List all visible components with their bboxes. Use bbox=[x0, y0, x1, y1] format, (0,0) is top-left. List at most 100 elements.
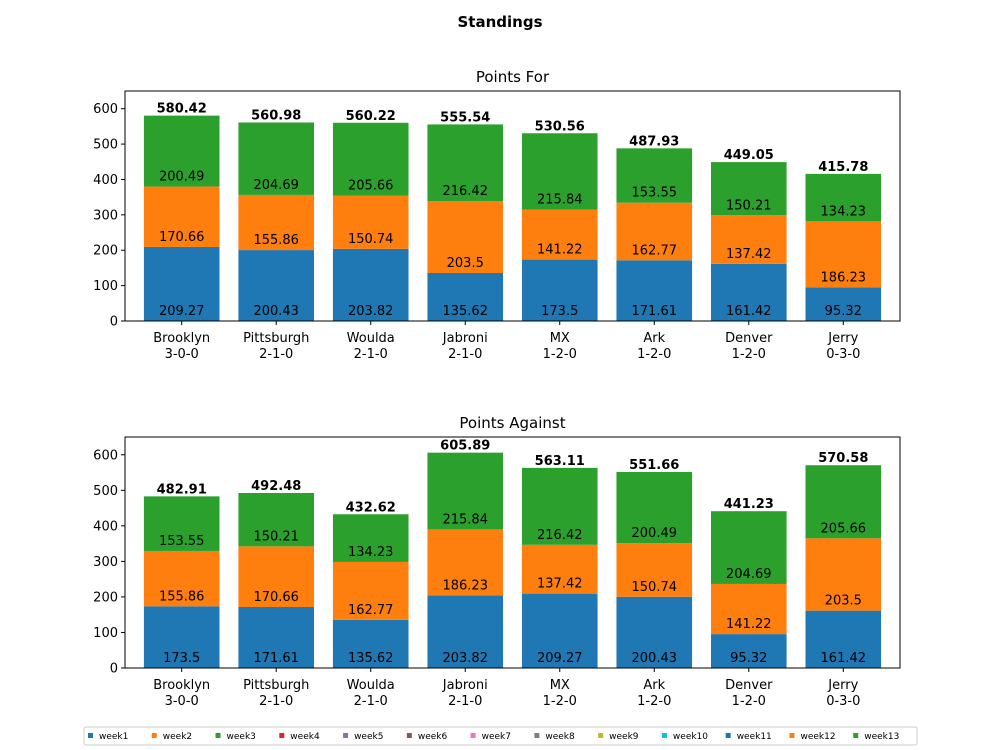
points-against-segment-label: 171.61 bbox=[253, 651, 299, 666]
points-against-bar-week2 bbox=[427, 529, 504, 596]
points-against-bar-week2 bbox=[616, 543, 693, 597]
points-for-segment-label: 173.5 bbox=[541, 304, 578, 319]
points-for-bar-week1 bbox=[143, 246, 220, 321]
points-against-bar-week2 bbox=[143, 550, 220, 607]
points-against-bar-week3 bbox=[616, 471, 693, 544]
points-for-segment-label: 200.49 bbox=[159, 170, 205, 185]
points-for-segment-label: 216.42 bbox=[442, 184, 488, 199]
points-against-segment-label: 215.84 bbox=[442, 512, 488, 527]
points-against-bar-week1 bbox=[616, 596, 693, 668]
points-for-bar-week3 bbox=[616, 148, 693, 203]
points-for-bar-week2 bbox=[805, 221, 882, 288]
points-against-segment-label: 205.66 bbox=[821, 521, 867, 536]
figure-title: Standings bbox=[458, 13, 543, 31]
points-against-total-label: 492.48 bbox=[251, 479, 301, 494]
points-against-segment-label: 170.66 bbox=[253, 590, 299, 605]
points-against-ytick-label: 400 bbox=[93, 519, 118, 534]
points-against-bar-week2 bbox=[521, 544, 598, 594]
points-for-ytick-label: 0 bbox=[110, 315, 118, 330]
points-against-bar-week3 bbox=[805, 465, 882, 539]
points-for-xtick-label: MX 1-2-0 bbox=[543, 331, 577, 362]
points-against-bar-week3 bbox=[521, 467, 598, 545]
points-for-segment-label: 209.27 bbox=[159, 304, 205, 319]
points-for-segment-label: 203.82 bbox=[348, 304, 394, 319]
points-for-segment-label: 186.23 bbox=[821, 270, 867, 285]
points-for-bar-week1 bbox=[332, 248, 409, 321]
points-for-segment-label: 153.55 bbox=[632, 186, 678, 201]
points-for-bar-week2 bbox=[143, 186, 220, 247]
points-for-bar-week2 bbox=[427, 201, 504, 274]
points-against-xtick-label: Jerry 0-3-0 bbox=[826, 678, 860, 709]
points-for-segment-label: 161.42 bbox=[726, 304, 772, 319]
points-for-panel: Points For 209.27 170.66 200.49 580.42 200.43… bbox=[93, 68, 901, 362]
points-for-xtick-label: Jabroni 2-1-0 bbox=[442, 331, 488, 362]
points-against-total-label: 605.89 bbox=[440, 439, 490, 454]
points-for-bar-week2 bbox=[332, 195, 409, 249]
points-against-segment-label: 162.77 bbox=[348, 603, 394, 618]
points-against-segment-label: 95.32 bbox=[730, 651, 767, 666]
points-for-segment-label: 155.86 bbox=[253, 233, 299, 248]
points-against-total-label: 570.58 bbox=[818, 451, 868, 466]
points-for-xtick-label: Denver 1-2-0 bbox=[725, 331, 773, 362]
points-against-bar-week3 bbox=[710, 511, 787, 584]
points-for-ytick-label: 500 bbox=[93, 138, 118, 153]
points-for-bar-week1 bbox=[710, 263, 787, 321]
legend-label-week13: week13 bbox=[864, 732, 899, 742]
points-for-segment-label: 200.43 bbox=[253, 304, 299, 319]
points-against-segment-label: 203.82 bbox=[442, 651, 488, 666]
points-for-segment-label: 150.21 bbox=[726, 198, 772, 213]
points-for-segment-label: 135.62 bbox=[442, 304, 488, 319]
points-against-panel: Points Against 173.5 155.86 153.55 482.91 171… bbox=[93, 414, 901, 709]
points-against-xtick-label: Brooklyn 3-0-0 bbox=[153, 678, 210, 709]
legend-box bbox=[83, 726, 918, 746]
legend-swatch-week6 bbox=[406, 733, 412, 738]
points-against-axes-frame bbox=[124, 436, 901, 669]
points-against-segment-label: 161.42 bbox=[821, 651, 867, 666]
points-against-ytick-label: 300 bbox=[93, 555, 118, 570]
points-against-bar-week1 bbox=[238, 607, 315, 668]
points-against-bar-week1 bbox=[143, 606, 220, 668]
legend-swatch-week5 bbox=[343, 733, 349, 738]
points-for-xtick-label: Ark 1-2-0 bbox=[637, 331, 671, 362]
points-against-ytick-label: 200 bbox=[93, 590, 118, 605]
points-for-bar-week2 bbox=[616, 202, 693, 261]
points-for-total-label: 530.56 bbox=[535, 119, 585, 134]
points-for-bar-week2 bbox=[521, 209, 598, 260]
points-for-total-label: 449.05 bbox=[724, 148, 774, 163]
legend-label-week1: week1 bbox=[99, 732, 128, 742]
points-against-segment-label: 204.69 bbox=[726, 567, 772, 582]
points-for-segment-label: 204.69 bbox=[253, 178, 299, 193]
points-for-bar-week3 bbox=[805, 173, 882, 222]
points-against-segment-label: 135.62 bbox=[348, 651, 394, 666]
points-for-total-label: 560.98 bbox=[251, 108, 301, 123]
points-for-segment-label: 171.61 bbox=[632, 304, 678, 319]
points-for-bar-week1 bbox=[427, 273, 504, 321]
points-against-title: Points Against bbox=[459, 414, 565, 432]
points-for-segment-label: 203.5 bbox=[447, 256, 484, 271]
points-against-ytick-label: 0 bbox=[110, 662, 118, 677]
legend-swatch-week3 bbox=[215, 733, 221, 738]
points-for-ytick-label: 200 bbox=[93, 244, 118, 259]
legend-swatch-week9 bbox=[598, 733, 604, 738]
points-for-ytick-label: 600 bbox=[93, 102, 118, 117]
points-for-xtick-label: Woulda 2-1-0 bbox=[347, 331, 395, 362]
points-against-xtick-label: Pittsburgh 2-1-0 bbox=[243, 678, 309, 709]
points-for-bar-week3 bbox=[238, 122, 315, 195]
points-for-total-label: 555.54 bbox=[440, 110, 490, 125]
points-for-total-label: 487.93 bbox=[629, 134, 679, 149]
legend-label-week12: week12 bbox=[800, 732, 835, 742]
points-for-segment-label: 162.77 bbox=[632, 243, 678, 258]
legend-label-week10: week10 bbox=[673, 732, 708, 742]
legend-swatch-week13 bbox=[853, 733, 859, 738]
points-for-segment-label: 150.74 bbox=[348, 232, 394, 247]
legend-label-week8: week8 bbox=[545, 732, 575, 742]
points-against-segment-label: 209.27 bbox=[537, 651, 583, 666]
points-for-ytick-label: 300 bbox=[93, 208, 118, 223]
points-against-total-label: 551.66 bbox=[629, 458, 679, 473]
points-for-segment-label: 141.22 bbox=[537, 243, 583, 258]
points-for-bar-week3 bbox=[143, 115, 220, 187]
legend-label-week2: week2 bbox=[163, 732, 192, 742]
points-against-segment-label: 200.43 bbox=[632, 651, 678, 666]
legend-swatch-week2 bbox=[151, 733, 157, 738]
